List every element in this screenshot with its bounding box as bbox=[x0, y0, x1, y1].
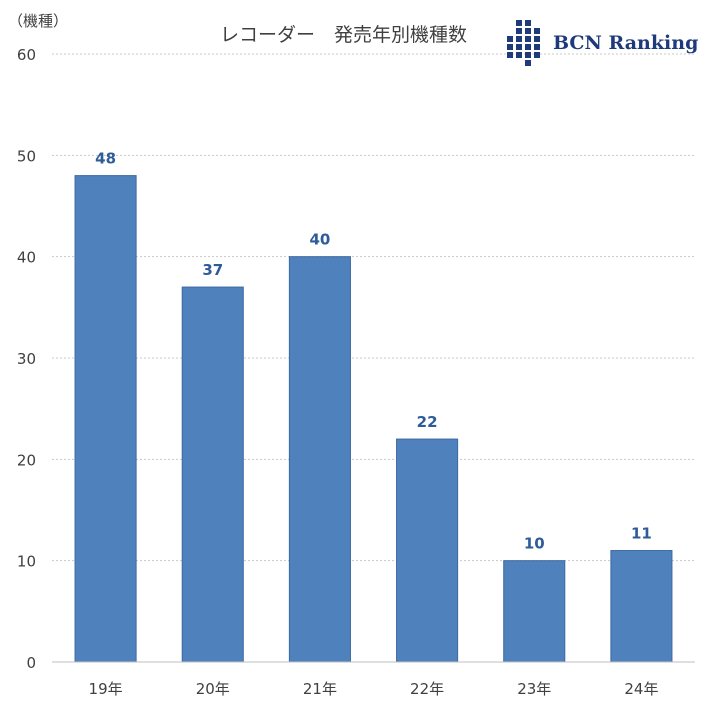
bcn-logo-icon bbox=[507, 20, 540, 66]
grid-lines bbox=[52, 53, 695, 562]
y-tick-label: 30 bbox=[17, 350, 36, 368]
chart-title: レコーダー 発売年別機種数 bbox=[220, 24, 468, 46]
y-axis-ticks: 0 10 20 30 40 50 60 bbox=[17, 46, 36, 672]
y-tick-label: 60 bbox=[17, 46, 36, 64]
logo-square bbox=[507, 44, 513, 50]
y-tick-label: 20 bbox=[17, 451, 36, 469]
y-axis-unit-label: （機種） bbox=[8, 12, 69, 30]
bar-23年 bbox=[503, 560, 566, 663]
logo-square bbox=[507, 52, 513, 58]
y-tick-label: 50 bbox=[17, 147, 36, 165]
data-labels: 48 37 40 22 10 11 bbox=[95, 150, 652, 553]
logo-square bbox=[507, 36, 513, 42]
logo-square bbox=[534, 44, 540, 50]
logo-square bbox=[516, 52, 522, 58]
x-tick-label: 21年 bbox=[303, 680, 337, 698]
logo-square bbox=[525, 20, 531, 26]
logo-square bbox=[534, 52, 540, 58]
logo-square bbox=[516, 36, 522, 42]
logo-square bbox=[525, 36, 531, 42]
logo-square bbox=[516, 44, 522, 50]
logo-square bbox=[525, 28, 531, 34]
bar-21年 bbox=[288, 256, 351, 663]
bar-22年 bbox=[396, 438, 459, 663]
x-tick-label: 23年 bbox=[517, 680, 551, 698]
y-tick-label: 0 bbox=[26, 654, 36, 672]
data-label: 48 bbox=[95, 150, 116, 168]
x-axis-ticks: 19年 20年 21年 22年 23年 24年 bbox=[89, 680, 659, 698]
bcn-ranking-logo: BCN Ranking bbox=[505, 18, 705, 68]
x-tick-label: 24年 bbox=[624, 680, 658, 698]
data-label: 40 bbox=[309, 231, 330, 249]
logo-square bbox=[516, 28, 522, 34]
x-tick-label: 22年 bbox=[410, 680, 444, 698]
logo-square bbox=[525, 52, 531, 58]
y-tick-label: 10 bbox=[17, 553, 36, 571]
bar-24年 bbox=[610, 550, 673, 663]
bar-20年 bbox=[181, 286, 244, 663]
x-tick-label: 20年 bbox=[196, 680, 230, 698]
bars bbox=[74, 175, 673, 663]
logo-square bbox=[525, 60, 531, 66]
logo-text: BCN Ranking bbox=[553, 32, 699, 54]
data-label: 11 bbox=[631, 525, 652, 543]
data-label: 22 bbox=[417, 413, 438, 431]
logo-square bbox=[525, 44, 531, 50]
y-tick-label: 40 bbox=[17, 249, 36, 267]
x-tick-label: 19年 bbox=[89, 680, 123, 698]
data-label: 10 bbox=[524, 535, 545, 553]
data-label: 37 bbox=[202, 261, 223, 279]
logo-square bbox=[516, 20, 522, 26]
logo-square bbox=[534, 28, 540, 34]
logo-square bbox=[534, 36, 540, 42]
bar-19年 bbox=[74, 175, 137, 663]
